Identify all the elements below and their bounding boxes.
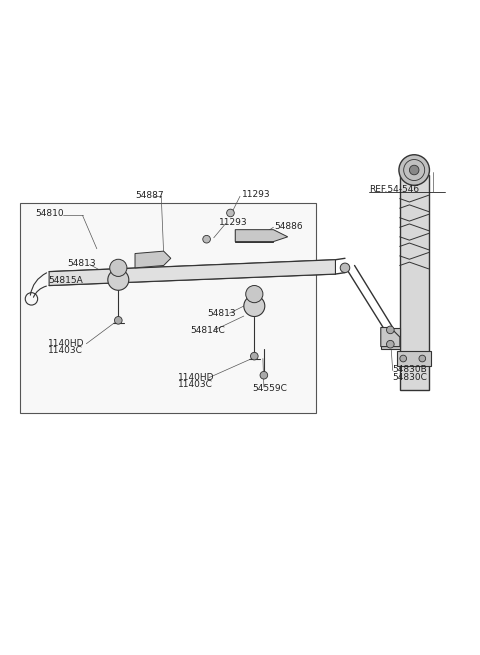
Text: 54559C: 54559C (252, 384, 287, 393)
Circle shape (203, 235, 210, 243)
FancyBboxPatch shape (400, 175, 429, 390)
FancyBboxPatch shape (235, 230, 274, 242)
Circle shape (419, 355, 426, 362)
Circle shape (246, 286, 263, 303)
Circle shape (110, 259, 127, 276)
Text: 54810: 54810 (35, 210, 63, 218)
Text: 54813: 54813 (67, 259, 96, 268)
Polygon shape (135, 251, 171, 268)
Text: 54886: 54886 (275, 222, 303, 231)
Text: 54830C: 54830C (393, 373, 428, 382)
Text: 54813: 54813 (207, 309, 236, 318)
Circle shape (244, 295, 265, 316)
Polygon shape (49, 260, 336, 286)
Circle shape (340, 263, 350, 272)
Text: 11293: 11293 (218, 218, 247, 227)
Circle shape (227, 209, 234, 217)
Polygon shape (235, 230, 288, 242)
Text: 11403C: 11403C (178, 381, 213, 389)
Circle shape (115, 316, 122, 324)
FancyBboxPatch shape (21, 204, 316, 413)
Circle shape (260, 371, 268, 379)
Circle shape (386, 341, 394, 348)
Text: 54815A: 54815A (48, 276, 83, 285)
Circle shape (409, 165, 419, 175)
Polygon shape (381, 328, 400, 346)
Text: 54887: 54887 (135, 191, 164, 200)
Circle shape (386, 326, 394, 333)
Text: 11403C: 11403C (48, 346, 83, 356)
Circle shape (108, 269, 129, 290)
Polygon shape (397, 351, 431, 365)
Circle shape (400, 355, 407, 362)
Circle shape (399, 155, 430, 185)
Text: REF.54-546: REF.54-546 (369, 185, 419, 194)
Text: 1140HD: 1140HD (178, 373, 215, 382)
Text: 54830B: 54830B (393, 365, 428, 374)
Circle shape (251, 352, 258, 360)
Text: 1140HD: 1140HD (48, 339, 84, 348)
Polygon shape (381, 328, 400, 349)
Text: 11293: 11293 (242, 191, 271, 199)
Text: 54814C: 54814C (191, 326, 225, 335)
